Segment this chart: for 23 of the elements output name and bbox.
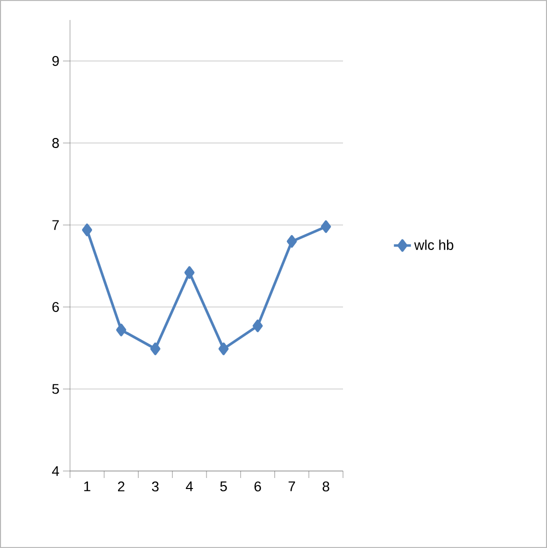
y-tick-label: 7 <box>52 220 59 230</box>
x-tick-label: 7 <box>288 482 295 492</box>
legend-label: wlc hb <box>414 240 454 250</box>
point <box>184 266 194 279</box>
x-tick-label: 6 <box>254 482 261 492</box>
y-tick-label: 5 <box>52 384 59 394</box>
y-tick-label: 8 <box>52 138 59 148</box>
point <box>286 235 297 248</box>
point <box>150 342 160 356</box>
x-tick-label: 1 <box>84 482 90 492</box>
point <box>218 342 229 356</box>
x-tick-label: 5 <box>220 482 227 492</box>
x-tick-label: 2 <box>118 482 124 492</box>
y-tick-label: 6 <box>52 302 59 312</box>
x-tick-label: 4 <box>186 482 193 492</box>
point <box>82 224 92 236</box>
x-tick-label: 3 <box>152 482 159 492</box>
point <box>320 220 331 233</box>
y-tick-label: 9 <box>52 56 59 66</box>
x-tick-label: 8 <box>322 482 330 492</box>
point <box>116 324 126 336</box>
point <box>252 320 263 332</box>
y-tick-label: 4 <box>52 466 60 476</box>
